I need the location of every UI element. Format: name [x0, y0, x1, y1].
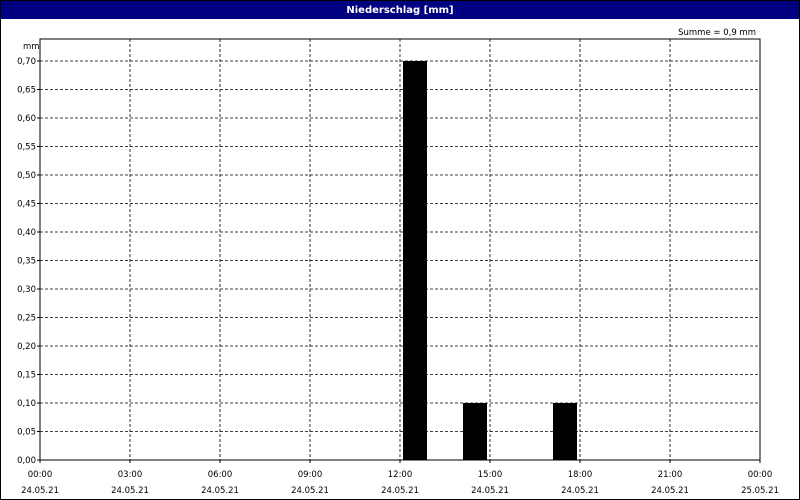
y-tick-label: 0,20 — [17, 342, 36, 352]
x-tick-date: 24.05.21 — [201, 486, 239, 496]
bar-1 — [463, 403, 487, 460]
plot-frame — [39, 38, 761, 461]
x-tick-time: 15:00 — [478, 470, 503, 480]
y-tick-label: 0,60 — [17, 114, 36, 124]
x-tick-date: 24.05.21 — [381, 486, 419, 496]
y-tick-label: 0,35 — [17, 257, 36, 267]
y-tick-label: 0,10 — [17, 399, 36, 409]
y-tick-label: 0,25 — [17, 314, 36, 324]
x-tick-time: 00:00 — [28, 470, 53, 480]
y-tick-label: 0,30 — [17, 285, 36, 295]
chart-title: Niederschlag [mm] — [346, 4, 454, 16]
title-bar: Niederschlag [mm] — [1, 1, 799, 19]
x-tick-time: 03:00 — [118, 470, 143, 480]
y-tick-label: 0,70 — [17, 57, 36, 67]
x-tick-date: 25.05.21 — [741, 486, 779, 496]
x-tick-time: 09:00 — [298, 470, 323, 480]
bar-0 — [403, 61, 427, 460]
x-tick-time: 18:00 — [568, 470, 593, 480]
x-tick-date: 24.05.21 — [291, 486, 329, 496]
x-tick-date: 24.05.21 — [651, 486, 689, 496]
x-tick-date: 24.05.21 — [561, 486, 599, 496]
x-tick-date: 24.05.21 — [471, 486, 509, 496]
y-axis-unit: mm — [23, 42, 40, 52]
x-tick-time: 06:00 — [208, 470, 233, 480]
x-tick-time: 00:00 — [748, 470, 773, 480]
tick-labels: 0,00 0,05 0,10 0,15 0,20 0,25 0,30 0,35 0,40 0,45… — [17, 57, 779, 496]
y-tick-label: 0,15 — [17, 371, 36, 381]
x-tick-time: 21:00 — [658, 470, 683, 480]
y-tick-label: 0,55 — [17, 143, 36, 153]
x-tick-date: 24.05.21 — [21, 486, 59, 496]
bars — [403, 61, 577, 460]
y-tick-label: 0,45 — [17, 200, 36, 210]
x-tick-date: 24.05.21 — [111, 486, 149, 496]
y-tick-label: 0,05 — [17, 428, 36, 438]
y-tick-label: 0,00 — [17, 456, 36, 466]
bar-2 — [553, 403, 577, 460]
x-tick-time: 12:00 — [388, 470, 413, 480]
y-tick-label: 0,40 — [17, 228, 36, 238]
y-tick-label: 0,50 — [17, 171, 36, 181]
y-tick-label: 0,65 — [17, 86, 36, 96]
grid — [37, 39, 761, 463]
sum-annotation: Summe = 0,9 mm — [678, 28, 756, 38]
